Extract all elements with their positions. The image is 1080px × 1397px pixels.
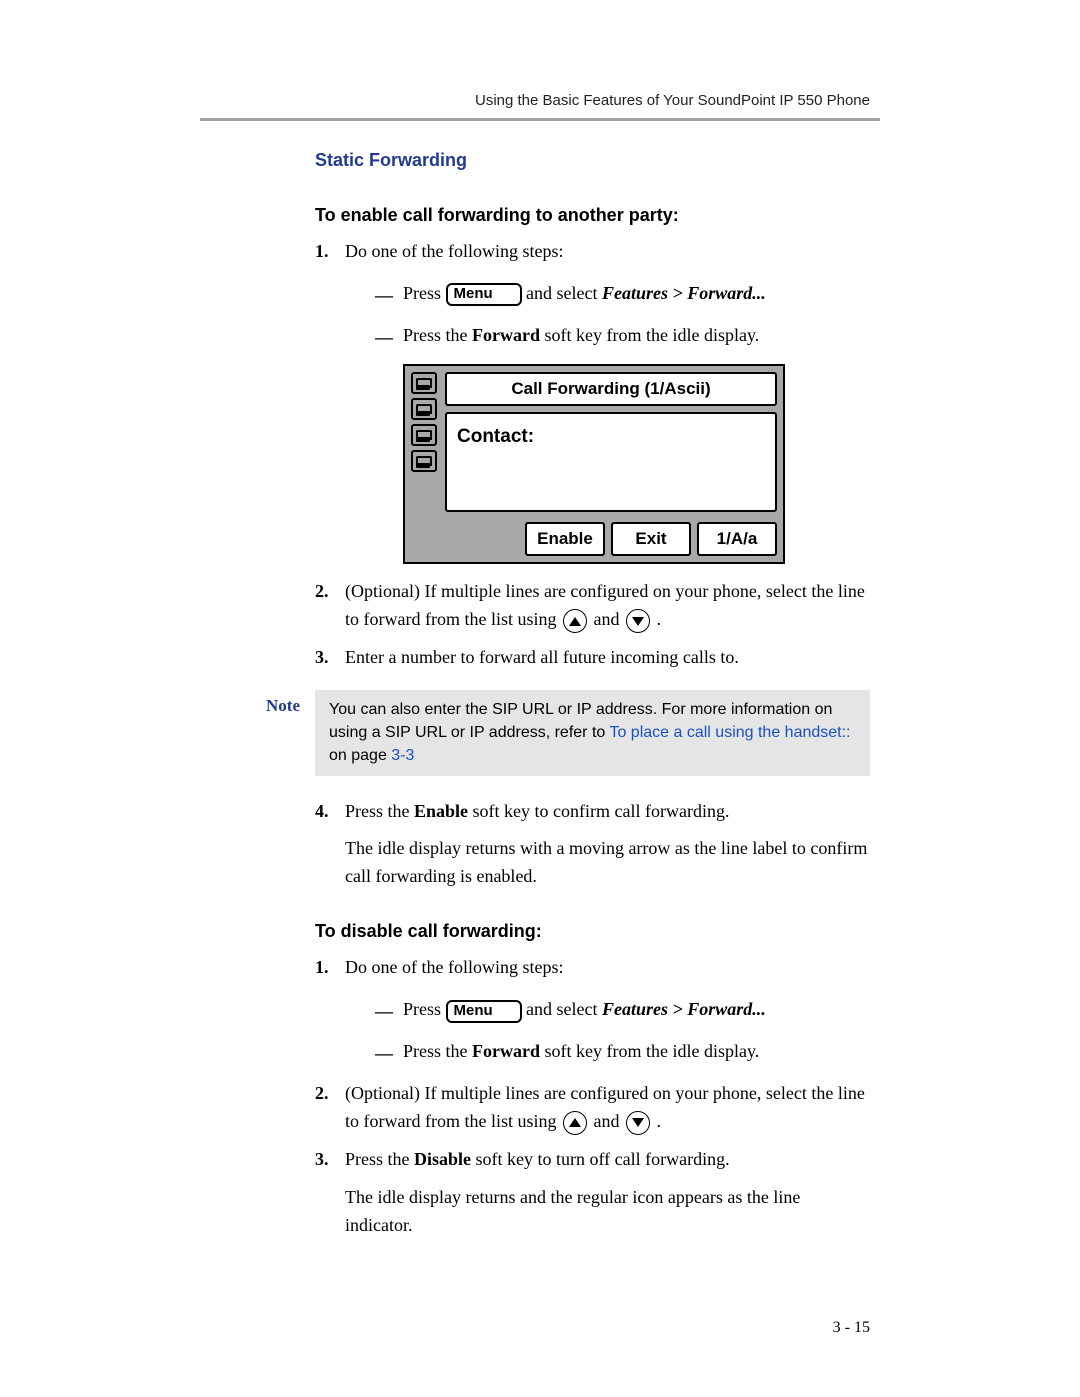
enable-step-3-text: Enter a number to forward all future inc… [345, 647, 739, 667]
enable-sub-1: Press Menu and select Features > Forward… [375, 280, 870, 308]
note-text-b: on page [329, 747, 391, 764]
softkey-exit: Exit [611, 522, 691, 556]
line-icon [411, 372, 437, 394]
enable-procedure-title: To enable call forwarding to another par… [315, 205, 870, 226]
enable-step-1-text: Do one of the following steps: [345, 241, 563, 261]
up-arrow-icon [563, 1111, 587, 1135]
phone-lcd: Call Forwarding (1/Ascii) Contact: Enabl… [403, 364, 785, 565]
disable-step-1-text: Do one of the following steps: [345, 957, 563, 977]
disable-step-3-para: The idle display returns and the regular… [345, 1184, 870, 1240]
text-and-select: and select [526, 283, 602, 303]
triangle-down-icon [632, 617, 644, 626]
menu-path: Features > Forward... [602, 999, 766, 1019]
header-rule [200, 118, 880, 121]
note-label: Note [230, 696, 300, 716]
enable-steps-cont: Press the Enable soft key to confirm cal… [315, 798, 870, 892]
disable-procedure-title: To disable call forwarding: [315, 921, 870, 942]
note-link[interactable]: To place a call using the handset:: [609, 724, 850, 741]
enable-step-3: Enter a number to forward all future inc… [315, 644, 870, 672]
text-a: Press the [403, 325, 472, 345]
forward-softkey-name: Forward [472, 325, 540, 345]
lcd-side-icons [411, 372, 437, 557]
menu-button-icon: Menu [446, 283, 522, 306]
d2c: . [656, 1111, 661, 1131]
enable-substeps: Press Menu and select Features > Forward… [375, 280, 870, 350]
page-number: 3 - 15 [833, 1319, 870, 1337]
menu-path: Features > Forward... [602, 283, 766, 303]
text-c: soft key from the idle display. [540, 325, 759, 345]
text-and-select: and select [526, 999, 602, 1019]
content-column: Static Forwarding To enable call forward… [315, 150, 870, 1249]
triangle-down-icon [632, 1118, 644, 1127]
d3b: Disable [414, 1149, 471, 1169]
down-arrow-icon [626, 609, 650, 633]
s4a: Press the [345, 801, 414, 821]
enable-step-1: Do one of the following steps: Press Men… [315, 238, 870, 564]
text-a: Press the [403, 1041, 472, 1061]
text-press: Press [403, 999, 446, 1019]
line-icon [411, 424, 437, 446]
lcd-contact-label: Contact: [457, 426, 534, 447]
line-icon [411, 398, 437, 420]
running-header: Using the Basic Features of Your SoundPo… [475, 92, 870, 109]
lcd-body: Contact: [445, 412, 777, 512]
s4b: Enable [414, 801, 468, 821]
softkey-enable: Enable [525, 522, 605, 556]
enable-step-2: (Optional) If multiple lines are configu… [315, 578, 870, 634]
d3a: Press the [345, 1149, 414, 1169]
forward-softkey-name: Forward [472, 1041, 540, 1061]
disable-step-1: Do one of the following steps: Press Men… [315, 954, 870, 1066]
disable-step-3: Press the Disable soft key to turn off c… [315, 1146, 870, 1240]
up-arrow-icon [563, 609, 587, 633]
lcd-softkeys: Enable Exit 1/A/a [525, 522, 777, 556]
down-arrow-icon [626, 1111, 650, 1135]
disable-sub-2: Press the Forward soft key from the idle… [375, 1038, 870, 1066]
line-icon [411, 450, 437, 472]
step2-text-b: and [593, 609, 624, 629]
phone-lcd-figure: Call Forwarding (1/Ascii) Contact: Enabl… [403, 364, 785, 565]
s4c: soft key to confirm call forwarding. [468, 801, 729, 821]
triangle-up-icon [569, 1118, 581, 1127]
text-c: soft key from the idle display. [540, 1041, 759, 1061]
disable-steps: Do one of the following steps: Press Men… [315, 954, 870, 1239]
softkey-mode: 1/A/a [697, 522, 777, 556]
triangle-up-icon [569, 617, 581, 626]
page: Using the Basic Features of Your SoundPo… [0, 0, 1080, 1397]
d3c: soft key to turn off call forwarding. [471, 1149, 730, 1169]
section-title: Static Forwarding [315, 150, 870, 171]
note-body: You can also enter the SIP URL or IP add… [315, 690, 870, 776]
menu-button-icon: Menu [446, 1000, 522, 1023]
enable-steps: Do one of the following steps: Press Men… [315, 238, 870, 672]
disable-sub-1: Press Menu and select Features > Forward… [375, 996, 870, 1024]
lcd-title: Call Forwarding (1/Ascii) [445, 372, 777, 406]
d2b: and [593, 1111, 624, 1131]
step2-text-c: . [656, 609, 661, 629]
lcd-main: Call Forwarding (1/Ascii) Contact: Enabl… [445, 372, 777, 557]
text-press: Press [403, 283, 446, 303]
enable-sub-2: Press the Forward soft key from the idle… [375, 322, 870, 350]
enable-step-4: Press the Enable soft key to confirm cal… [315, 798, 870, 892]
enable-step-4-para: The idle display returns with a moving a… [345, 835, 870, 891]
note-block: Note You can also enter the SIP URL or I… [230, 690, 870, 776]
disable-substeps: Press Menu and select Features > Forward… [375, 996, 870, 1066]
note-page-ref[interactable]: 3-3 [391, 747, 414, 764]
disable-step-2: (Optional) If multiple lines are configu… [315, 1080, 870, 1136]
